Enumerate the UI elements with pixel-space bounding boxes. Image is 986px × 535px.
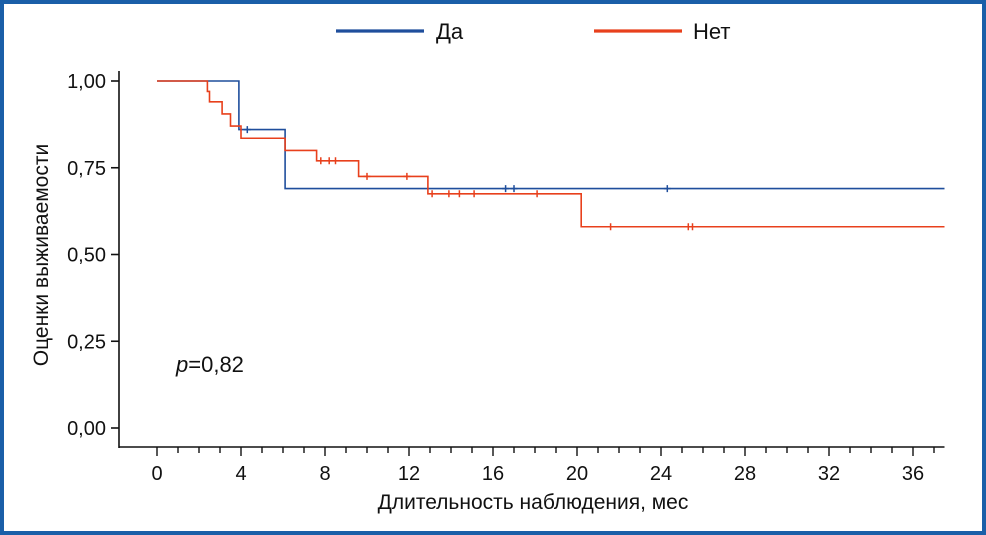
survival-chart: Да Нет 0,00 0,25 0,50 0,75 1,00 0 4 8 12 16 20 24 28 3…	[30, 19, 945, 514]
legend-label-2: Нет	[693, 19, 730, 44]
censor-mark-1	[663, 185, 671, 193]
censor-mark-2	[689, 223, 696, 231]
axes: 0,00 0,25 0,50 0,75 1,00 0 4 8 12 16 20 24 28 32 36	[67, 71, 945, 485]
x-tick-label: 20	[566, 463, 588, 485]
censor-mark-2	[317, 157, 325, 165]
x-tick-label: 24	[650, 463, 672, 485]
x-axis-title: Длительность наблюдения, мес	[378, 491, 689, 514]
censor-mark-2	[403, 172, 411, 180]
censor-mark-2	[533, 190, 541, 198]
y-tick-label: 0,50	[67, 245, 106, 267]
series-line-1	[157, 80, 945, 190]
x-tick-label: 8	[319, 463, 330, 485]
p-value-number: =0,82	[188, 352, 244, 377]
x-tick-label: 32	[818, 463, 840, 485]
censor-mark-2	[607, 223, 615, 231]
censor-mark-2	[332, 157, 339, 165]
plot-area	[157, 80, 945, 231]
x-tick-label: 36	[902, 463, 924, 485]
legend: Да Нет	[336, 19, 730, 44]
censor-mark-1	[502, 185, 510, 193]
x-tick-label: 0	[151, 463, 162, 485]
censor-mark-1	[243, 126, 251, 134]
y-tick-label: 1,00	[67, 71, 106, 93]
censor-mark-1	[510, 185, 518, 193]
x-tick-label: 16	[482, 463, 504, 485]
x-tick-label: 12	[398, 463, 420, 485]
y-axis-title: Оценки выживаемости	[30, 144, 53, 366]
legend-label-1: Да	[436, 19, 464, 44]
y-tick-label: 0,25	[67, 331, 106, 353]
y-tick-label: 0,75	[67, 158, 106, 180]
x-tick-label: 4	[235, 463, 246, 485]
x-tick-label: 28	[734, 463, 756, 485]
p-value-annotation: p=0,82	[175, 352, 244, 377]
y-tick-label: 0,00	[67, 418, 106, 440]
censor-mark-2	[363, 172, 371, 180]
censor-mark-2	[445, 190, 453, 198]
censor-mark-2	[428, 190, 436, 198]
censor-mark-2	[455, 190, 463, 198]
series-line-2	[157, 80, 945, 228]
censor-mark-2	[470, 190, 478, 198]
p-value-symbol: p	[175, 352, 188, 377]
censor-mark-2	[325, 157, 333, 165]
